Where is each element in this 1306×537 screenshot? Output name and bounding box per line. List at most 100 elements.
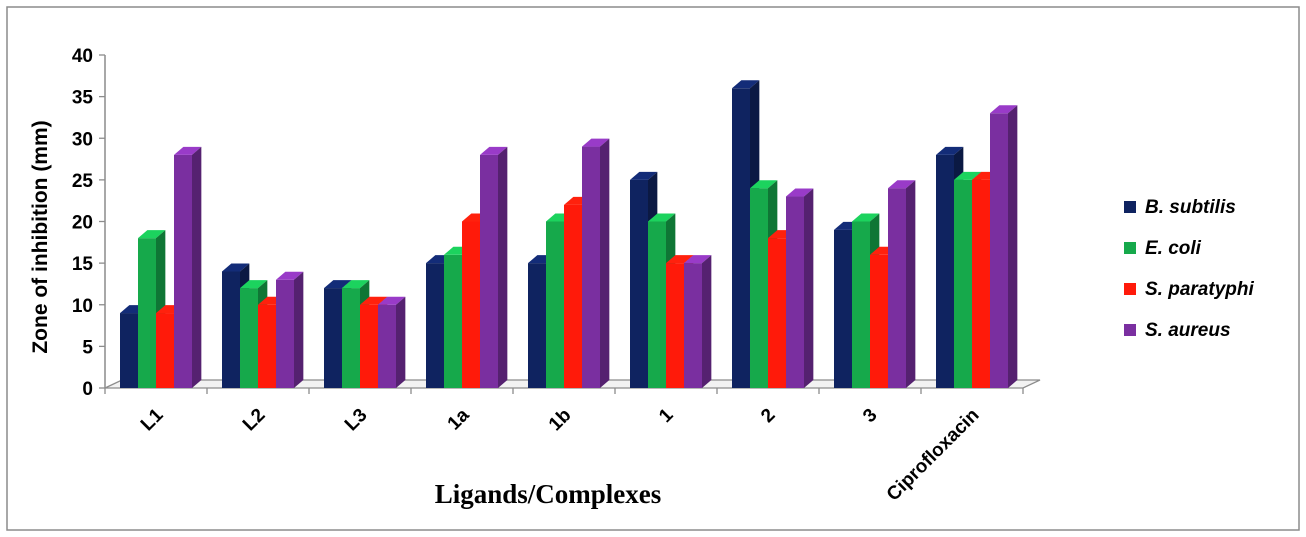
bar (480, 146, 508, 388)
bar-front (786, 196, 804, 388)
bar-front (582, 146, 600, 388)
bar-front (852, 221, 870, 388)
bar-top (138, 230, 166, 239)
y-tick-label: 10 (72, 296, 93, 317)
bar-front (444, 254, 462, 388)
legend-swatch (1124, 283, 1136, 295)
legend-item: S. aureus (1124, 320, 1231, 341)
bar-front (648, 221, 666, 388)
legend-item: S. paratyphi (1124, 279, 1254, 300)
bar-side (600, 138, 610, 388)
legend-label: S. aureus (1145, 320, 1231, 341)
bar-top (342, 280, 370, 289)
bar-side (1008, 105, 1018, 389)
bar-front (258, 304, 276, 388)
bar-top (666, 255, 694, 264)
bar (888, 180, 916, 388)
bar-side (906, 180, 916, 388)
bar (684, 255, 712, 388)
bar-front (276, 279, 294, 388)
bar-top (954, 171, 982, 180)
bars (120, 80, 1018, 389)
bar-front (990, 113, 1008, 389)
y-tick-label: 35 (72, 88, 94, 109)
bar-front (222, 271, 240, 388)
legend-label: S. paratyphi (1145, 279, 1254, 300)
bar-top (750, 180, 778, 189)
bar-top (852, 213, 880, 222)
bar-front (324, 288, 342, 388)
bar (990, 105, 1018, 389)
bar-front (174, 154, 192, 388)
x-axis-title: Ligands/Complexes (435, 479, 662, 509)
bar-front (360, 304, 378, 388)
bar-top (630, 171, 658, 180)
bar-front (750, 188, 768, 388)
bar-front (888, 188, 906, 388)
legend-swatch (1124, 242, 1136, 254)
bar-top (324, 280, 352, 289)
bar-side (498, 146, 508, 388)
y-tick-label: 25 (72, 171, 94, 192)
y-tick-label: 20 (72, 213, 93, 234)
bar-front (546, 221, 564, 388)
bar-front (156, 313, 174, 388)
bar-top (888, 180, 916, 189)
legend-item: E. coli (1124, 238, 1202, 259)
bar-front (240, 288, 258, 388)
bar-front (732, 88, 750, 389)
bar-front (684, 263, 702, 388)
y-tick-label: 40 (72, 46, 93, 67)
bar-front (870, 254, 888, 388)
y-tick-label: 0 (82, 379, 93, 400)
bar-top (582, 138, 610, 147)
bar-top (222, 263, 250, 272)
bar (582, 138, 610, 388)
bar-top (378, 296, 406, 305)
bar (786, 188, 814, 388)
bar-side (804, 188, 814, 388)
bar-top (240, 280, 268, 289)
legend: B. subtilis E. coli S. paratyphi S. aureus (1124, 197, 1254, 341)
bar-front (138, 238, 156, 388)
bar (174, 146, 202, 388)
bar-front (342, 288, 360, 388)
bar-front (936, 154, 954, 388)
bar-top (732, 80, 760, 89)
y-axis-title: Zone of inhibition (mm) (29, 120, 52, 353)
bar-front (834, 229, 852, 388)
legend-label: B. subtilis (1145, 197, 1236, 218)
bar-side (192, 146, 202, 388)
bar-front (120, 313, 138, 388)
bar-side (702, 255, 712, 388)
legend-swatch (1124, 324, 1136, 336)
bar-side (396, 296, 406, 388)
legend-swatch (1124, 201, 1136, 213)
bar-top (786, 188, 814, 197)
bar-front (666, 263, 684, 388)
bar-top (276, 271, 304, 280)
bar-top (936, 146, 964, 155)
bar-front (462, 221, 480, 388)
bar-front (480, 154, 498, 388)
bar-front (564, 204, 582, 388)
y-tick-label: 30 (72, 129, 93, 150)
bar (378, 296, 406, 388)
bar-front (378, 304, 396, 388)
bar-top (174, 146, 202, 155)
bar-top (360, 296, 388, 305)
legend-label: E. coli (1145, 238, 1202, 259)
bar-top (648, 213, 676, 222)
legend-item: B. subtilis (1124, 197, 1236, 218)
y-tick-label: 5 (82, 337, 93, 358)
bar-front (972, 179, 990, 388)
bar-top (684, 255, 712, 264)
bar-side (294, 271, 304, 388)
bar-top (480, 146, 508, 155)
bar-front (426, 263, 444, 388)
bar (276, 271, 304, 388)
bar-front (630, 179, 648, 388)
y-tick-label: 15 (72, 254, 94, 275)
